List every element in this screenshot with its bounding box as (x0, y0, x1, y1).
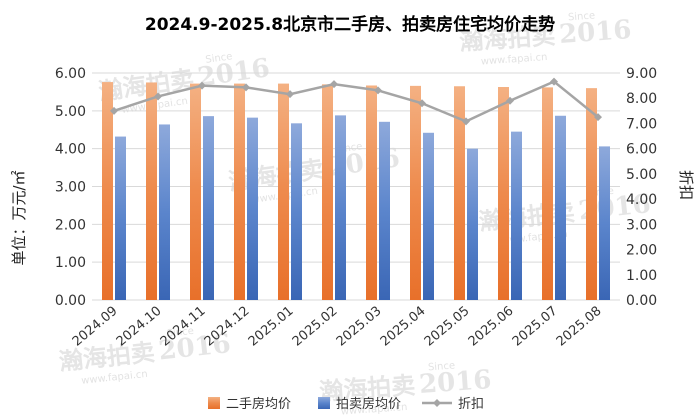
bar-resale (146, 82, 157, 300)
discount-point (198, 81, 206, 90)
discount-line (113, 80, 599, 123)
bar-auction (335, 115, 346, 300)
y-left-tick-label: 5.00 (55, 104, 86, 120)
watermark-year: 2016 (558, 15, 632, 50)
discount-point (462, 117, 470, 126)
y-right-tick-label: 4.00 (626, 192, 657, 208)
x-tick-label: 2025.05 (422, 304, 473, 350)
discount-point (506, 96, 514, 105)
y-left-tick-label: 4.00 (55, 142, 86, 158)
y-left-tick-label: 0.00 (55, 293, 86, 309)
chart-title: 2024.9-2025.8北京市二手房、拍卖房住宅均价走势 (145, 14, 555, 35)
legend-entry: 折扣 (458, 397, 484, 412)
bar-resale (542, 87, 553, 300)
discount-point (418, 99, 426, 108)
bar-auction (599, 146, 610, 300)
y-left-tick-label: 6.00 (55, 66, 86, 82)
discount-point (594, 113, 602, 122)
x-tick-label: 2025.01 (246, 304, 297, 350)
discount-point (550, 77, 558, 86)
grid-lines (92, 72, 620, 301)
bar-resale (454, 86, 465, 300)
y-right-tick-label: 9.00 (626, 66, 657, 82)
y-axis-left-title: 单位：万元/㎡ (10, 170, 28, 265)
bar-auction (423, 132, 434, 300)
x-tick-label: 2025.02 (290, 304, 341, 350)
x-tick-label: 2025.08 (554, 304, 605, 350)
legend: 二手房均价 拍卖房均价 折扣 (208, 396, 484, 412)
watermark-url: www.fapai.cn (481, 52, 548, 68)
bar-resale (278, 83, 289, 301)
x-tick-label: 2025.03 (334, 304, 385, 350)
bar-resale (498, 86, 509, 300)
bar-resale (586, 88, 597, 300)
watermark-brand: 瀚海拍卖 (318, 370, 416, 406)
bar-resale (190, 83, 201, 301)
bar-auction (159, 124, 170, 300)
bar-resale (234, 83, 245, 301)
watermark-year: 2016 (418, 365, 492, 400)
bar-auction (467, 148, 478, 300)
bar-auction (115, 136, 126, 300)
y-right-tick-label: 7.00 (626, 116, 657, 132)
bar-auction (203, 116, 214, 300)
bar-resale (322, 84, 333, 300)
discount-line-layer (110, 77, 602, 126)
discount-point (242, 83, 250, 92)
watermark-url: www.fapai.cn (341, 402, 408, 418)
y-left-tick-label: 1.00 (55, 255, 86, 271)
y-right-tick-label: 5.00 (626, 167, 657, 183)
x-tick-label: 2025.06 (466, 304, 517, 350)
discount-point (154, 92, 162, 101)
legend-entry: 二手房均价 (226, 396, 291, 412)
y-right-tick-label: 3.00 (626, 217, 657, 233)
discount-point (374, 86, 382, 95)
discount-point (110, 106, 118, 115)
legend-swatch (208, 397, 220, 409)
y-left-tick-label: 3.00 (55, 180, 86, 196)
y-left-tick-label: 2.00 (55, 217, 86, 233)
x-tick-label: 2025.07 (510, 304, 561, 350)
y-right-tick-label: 0.00 (626, 293, 657, 309)
bar-auction (291, 123, 302, 301)
discount-point (330, 80, 338, 89)
x-tick-label: 2025.04 (378, 304, 429, 350)
discount-point (286, 90, 294, 99)
watermark-brand: 瀚海拍卖 (458, 20, 556, 56)
y-right-tick-label: 1.00 (626, 268, 657, 284)
y-right-tick-label: 8.00 (626, 91, 657, 107)
legend-entry: 拍卖房均价 (336, 396, 401, 412)
legend-swatch-marker (433, 399, 441, 407)
bars-layer (102, 82, 610, 301)
watermark-since: Since (568, 11, 596, 24)
watermark-since: Since (428, 361, 456, 374)
bar-auction (555, 115, 566, 300)
bar-resale (102, 82, 113, 300)
y-right-tick-label: 2.00 (626, 243, 657, 259)
bar-auction (379, 121, 390, 301)
legend-swatch (318, 397, 330, 409)
y-right-tick-label: 6.00 (626, 142, 657, 158)
watermark-since: Since (205, 51, 233, 66)
bar-resale (410, 85, 421, 300)
bar-auction (247, 117, 258, 300)
y-axis-right-title: 折扣 (677, 170, 695, 200)
bar-auction (511, 131, 522, 300)
bar-resale (366, 85, 377, 300)
watermark-since: Since (166, 326, 194, 340)
